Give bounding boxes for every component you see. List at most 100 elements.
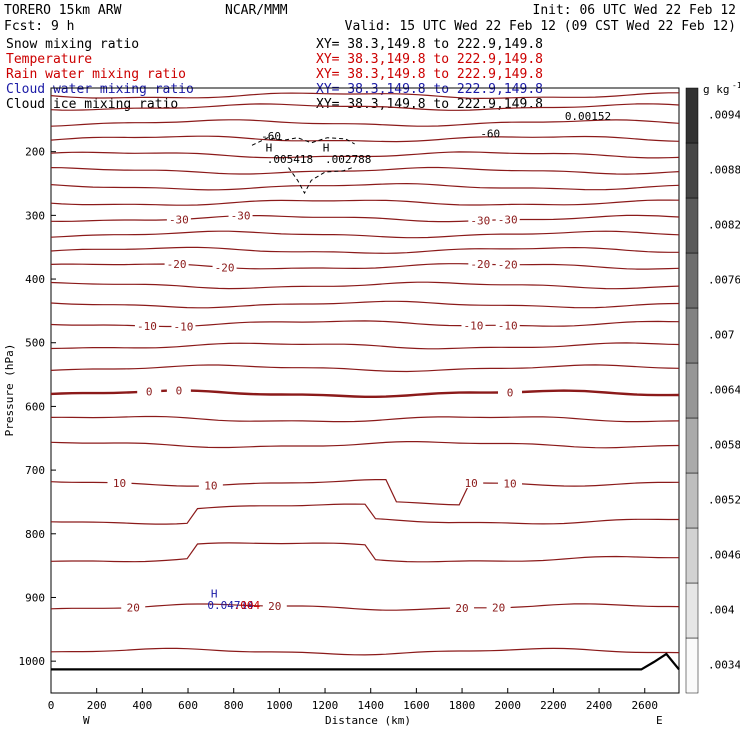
temperature-contour-line [50,151,680,159]
field-annotation: H [211,587,218,600]
field-xy: XY= 38.3,149.8 to 222.9,149.8 [316,52,543,67]
x-tick-label: 1200 [312,699,339,712]
x-axis-label: Distance (km) [325,714,411,727]
temperature-contour-label: -20 [498,259,518,272]
temperature-contour-label: -20 [167,258,187,271]
temperature-contour-label: 0 [146,385,153,398]
x-tick-label: 600 [178,699,198,712]
temperature-contour-label: -30 [169,214,189,227]
center-title: NCAR/MMM [225,3,288,18]
contour-label-bg [468,258,493,270]
temperature-contour-line [50,263,680,270]
y-tick-label: 500 [25,337,45,350]
temperature-contour-line [50,246,679,254]
y-tick-label: 1000 [19,655,46,668]
temperature-contour-line [50,479,680,506]
field-name: Temperature [6,52,92,67]
x-tick-label: 1000 [266,699,293,712]
contour-label-bg [107,476,132,488]
x-tick-label: 1600 [403,699,430,712]
temperature-contour-label: 20 [268,600,281,613]
temperature-contour-label: -20 [470,258,490,271]
annotations: -60 -60H.005418H.002788H0.04714.0040.0015… [207,110,611,612]
cloud-ice-contour [251,137,355,146]
east-label: E [656,714,663,727]
colorbar-tick-label: .0046 [708,549,740,562]
temperature-contour-line [50,342,680,350]
contour-label-bg [198,479,223,491]
temperature-contour-line [50,230,680,239]
colorbar-tick-label: .0052 [708,494,740,507]
x-tick-label: 2000 [494,699,521,712]
colorbar-segment [685,472,699,529]
contour-label-bg [262,599,287,611]
colorbar-unit: g kg [703,83,730,96]
temperature-contour-line [50,92,679,100]
colorbar-segment [685,417,699,474]
x-tick-label: 2200 [540,699,567,712]
temperature-contour-line [50,199,680,206]
temperature-contour-label: -20 [215,261,235,274]
axes: 0 200 400 600 800 1000 1200 1400 1600 1800 2000 220… [19,146,658,712]
temperature-contours: -30 -30 -30 -30 -20 -20 -20 -20 -10 -10 -10 -10 0 0 0 1… [50,92,680,656]
valid-time: Valid: 15 UTC Wed 22 Feb 12 (09 CST Wed … [345,19,736,34]
y-tick-label: 200 [25,146,45,159]
colorbar-tick-label: .0088 [708,164,740,177]
colorbar-segment [685,252,699,309]
colorbar-segment [685,307,699,364]
temperature-contour-label: 20 [455,602,468,615]
x-tick-label: 1400 [357,699,384,712]
temperature-contour-line [50,503,679,525]
temperature-contour-line [50,603,680,611]
contour-label-bg [134,319,159,331]
contour-label-bg [459,477,484,489]
temperature-contour-label: 0 [507,386,514,399]
x-tick-label: 2600 [631,699,658,712]
x-tick-label: 200 [87,699,107,712]
contour-label-bg [121,601,146,613]
west-label: W [83,714,90,727]
model-title: TORERO 15km ARW [4,3,122,18]
temperature-contour-label: -10 [174,320,194,333]
temperature-contour-line [50,647,680,656]
cloud-contours [251,137,355,195]
temperature-contour-label: 20 [127,602,140,615]
temperature-contour-label: -10 [498,319,518,332]
temperature-contour-label: 10 [465,477,478,490]
temperature-contour-line [50,281,680,290]
temperature-contour-line [50,214,680,223]
field-annotation: H [266,142,273,155]
field-xy: XY= 38.3,149.8 to 222.9,149.8 [316,67,543,82]
contour-label-bg [495,213,520,225]
contour-label-bg [498,477,523,489]
y-tick-label: 600 [25,400,45,413]
colorbar-tick-label: .0094 [708,109,740,122]
terrain-line [51,652,680,671]
colorbar-tick-label: .004 [708,604,735,617]
x-tick-label: 0 [48,699,55,712]
field-xy: XY= 38.3,149.8 to 222.9,149.8 [316,82,543,97]
y-tick-label: 700 [25,464,45,477]
y-axis-label: Pressure (hPa) [3,344,16,437]
temperature-contour-line [50,135,680,143]
colorbar-tick-label: .007 [708,329,735,342]
colorbar: .0034 .004 .0046 .0052 .0058 .0064 .007 .0076 .0… [685,87,740,694]
temperature-contour-label: 20 [492,602,505,615]
x-tick-label: 800 [224,699,244,712]
field-annotation: .005418 [267,153,313,166]
colorbar-segment [685,362,699,419]
y-tick-label: 300 [25,209,45,222]
colorbar-tick-label: .0076 [708,274,740,287]
field-annotation: -60 [261,130,281,143]
temperature-contour-label: 10 [503,477,516,490]
contour-label-bg [212,261,237,273]
contour-label-bg [498,386,523,398]
field-xy: XY= 38.3,149.8 to 222.9,149.8 [316,97,543,112]
temperature-contour-line [50,182,680,191]
colorbar-segment [685,582,699,639]
contour-label-bg [495,319,520,331]
temperature-contour-label: 10 [204,480,217,493]
contour-label-bg [166,384,191,396]
temperature-contour-label: -30 [231,210,251,223]
contour-label-bg [486,601,511,613]
